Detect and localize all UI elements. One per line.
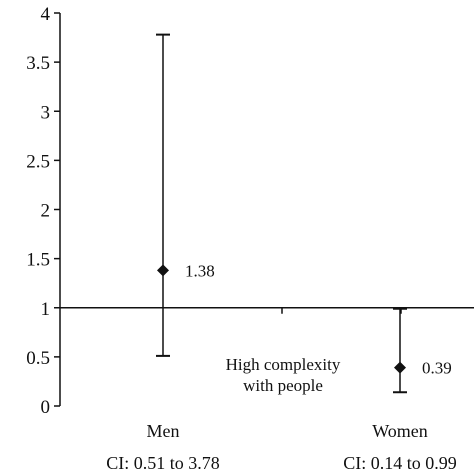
- y-axis-ticks: 0 0.5 1 1.5 2 2.5 3 3.5 4: [26, 4, 60, 418]
- y-tick-label: 2.5: [26, 151, 50, 172]
- annotation-line-1: High complexity: [226, 355, 341, 374]
- y-tick-label: 3.5: [26, 53, 50, 74]
- point-value-label: 1.38: [185, 261, 215, 280]
- y-tick-label: 1.5: [26, 250, 50, 271]
- y-tick-label: 2: [41, 201, 51, 222]
- y-tick-label: 3: [41, 102, 51, 123]
- annotation-line-2: with people: [243, 376, 323, 395]
- category-labels: Men CI: 0.51 to 3.78 Women CI: 0.14 to 0.99: [106, 421, 457, 473]
- data-marks: 1.38 0.39: [156, 33, 452, 394]
- y-tick-label: 4: [41, 4, 51, 25]
- x-axis-ticks: [281, 307, 402, 314]
- y-tick-label: 1: [41, 299, 51, 320]
- axes: 0 0.5 1 1.5 2 2.5 3 3.5 4: [26, 4, 474, 418]
- ci-label: CI: 0.14 to 0.99: [343, 453, 457, 473]
- point-marker: [157, 264, 169, 277]
- point-value-label: 0.39: [422, 359, 452, 378]
- category-label: Men: [147, 421, 180, 441]
- point-marker: [394, 361, 406, 374]
- y-tick-label: 0: [41, 397, 51, 418]
- category-label: Women: [372, 421, 428, 441]
- ci-label: CI: 0.51 to 3.78: [106, 453, 220, 473]
- y-tick-label: 0.5: [26, 348, 50, 369]
